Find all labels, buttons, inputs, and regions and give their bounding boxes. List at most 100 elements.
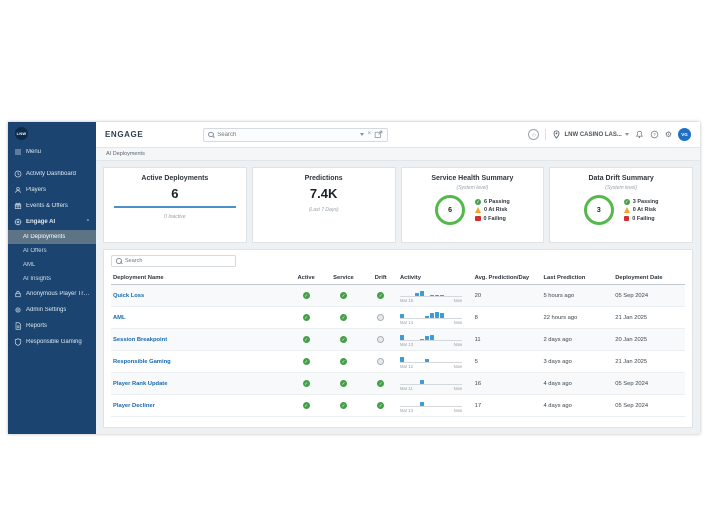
sidebar-item-label: Responsible Gaming	[26, 339, 82, 345]
column-header-activity[interactable]: Activity	[397, 272, 473, 285]
sidebar-item-label: Admin Settings	[26, 307, 67, 313]
sidebar-item-ai-offers[interactable]: AI Offers	[8, 244, 96, 258]
deployment-link[interactable]: Session Breakpoint	[113, 336, 168, 343]
passing-check-icon: ✓	[475, 198, 482, 205]
column-header-drift[interactable]: Drift	[363, 272, 398, 285]
activity-cell: Mar 12 Now	[397, 350, 473, 373]
sidebar-item-label: Events & Offers	[26, 203, 68, 209]
sidebar-item-anonymous-player-tracki[interactable]: Anonymous Player Tracki...	[8, 286, 96, 302]
sparkline-labels: Mar 14 Now	[400, 320, 462, 325]
status-pass-icon: ✓	[302, 292, 310, 299]
sidebar-item-ai-insights[interactable]: AI Insights	[8, 272, 96, 286]
avg-prediction-cell: 5	[472, 350, 542, 373]
column-header-deployment-date[interactable]: Deployment Date	[613, 272, 685, 285]
column-header-avg-prediction-day[interactable]: Avg. Prediction/Day	[472, 272, 542, 285]
players-icon	[14, 186, 22, 194]
table-row: Responsible Gaming ✓ ✓ Mar 12 Now 5 3 days ago…	[111, 350, 685, 373]
breadcrumb-bar: AI Deployments	[96, 148, 700, 161]
column-header-active[interactable]: Active	[288, 272, 324, 285]
deployment-link[interactable]: Quick Loss	[113, 292, 145, 299]
card-divider	[113, 206, 236, 208]
table-search-input[interactable]	[125, 258, 231, 264]
sparkline-bar	[419, 380, 424, 384]
sparkline-bars	[399, 288, 462, 297]
activity-sparkline: Mar 14 Now	[399, 310, 462, 325]
advanced-search-icon[interactable]	[374, 130, 383, 139]
search-scope-chevron-down-icon[interactable]	[360, 133, 365, 136]
service-health-donut: 6	[435, 195, 466, 225]
sidebar-item-label: Players	[26, 187, 47, 193]
last-prediction-cell: 3 days ago	[541, 350, 614, 373]
at-risk-triangle-icon	[623, 207, 630, 213]
deployment-link[interactable]: Player Rank Update	[113, 380, 168, 387]
reports-icon	[14, 322, 22, 330]
sidebar-item-responsible-gaming[interactable]: Responsible Gaming	[8, 334, 96, 350]
service-health-legend: ✓ 6 Passing 0 At Risk 0 Failing	[475, 198, 510, 222]
sidebar-item-label: Reports	[26, 323, 48, 329]
last-prediction-cell: 5 hours ago	[541, 284, 614, 307]
sparkline-bar	[424, 359, 429, 362]
notifications-bell-icon[interactable]	[635, 130, 644, 139]
active-status-cell: ✓	[288, 328, 324, 351]
topbar-divider	[545, 129, 547, 140]
status-pass-icon: ✓	[302, 402, 310, 409]
sparkline-bars	[399, 354, 462, 363]
sidebar-item-aml[interactable]: AML	[8, 258, 96, 272]
sparkline-start-label: Mar 12	[399, 364, 414, 369]
sidebar-item-events-offers[interactable]: Events & Offers	[8, 198, 96, 214]
location-selector[interactable]: LNW CASINO LAS...	[552, 130, 629, 139]
deployment-link[interactable]: AML	[113, 314, 126, 321]
sparkline-labels: Mar 13 Now	[400, 342, 462, 347]
help-icon[interactable]: ?	[650, 130, 659, 139]
sparkline-bar	[434, 312, 439, 318]
menu-icon	[14, 148, 22, 156]
deployment-name-cell: AML	[111, 306, 289, 329]
activity-sparkline: Mar 12 Now	[399, 354, 462, 369]
avg-prediction-cell: 8	[472, 306, 542, 329]
search-clear-icon[interactable]: ×	[367, 130, 372, 138]
sparkline-bar	[419, 339, 424, 340]
service-status-cell: ✓	[323, 328, 364, 351]
deployment-name-cell: Responsible Gaming	[111, 350, 289, 373]
settings-gear-icon[interactable]: ⚙	[664, 129, 672, 139]
column-header-service[interactable]: Service	[323, 272, 364, 285]
column-header-deployment-name[interactable]: Deployment Name	[111, 272, 289, 285]
activity-sparkline: Mar 15 Now	[399, 288, 462, 303]
sidebar-item-ai-deployments[interactable]: AI Deployments	[8, 230, 96, 244]
global-search[interactable]: ×	[203, 127, 389, 142]
table-search[interactable]	[111, 255, 236, 267]
status-pass-icon: ✓	[302, 380, 310, 387]
sidebar-item-menu[interactable]: Menu	[8, 144, 96, 160]
status-pass-icon: ✓	[377, 380, 385, 387]
sidebar-item-reports[interactable]: Reports	[8, 318, 96, 334]
deployment-name-cell: Quick Loss	[111, 284, 289, 307]
sparkline-bar	[399, 357, 404, 362]
deployment-link[interactable]: Player Decliner	[113, 402, 155, 409]
circular-badge-icon[interactable]: ◴	[528, 129, 540, 140]
sidebar-item-admin-settings[interactable]: Admin Settings	[8, 302, 96, 318]
table-row: Session Breakpoint ✓ ✓ Mar 13 Now 11 2 days ag…	[111, 328, 685, 351]
failing-square-icon	[475, 215, 481, 222]
sidebar-item-activity-dashboard[interactable]: Activity Dashboard	[8, 166, 96, 182]
sparkline-end-label: Now	[453, 408, 462, 413]
status-pass-icon: ✓	[377, 402, 385, 409]
drift-status-cell	[363, 350, 398, 373]
deployment-link[interactable]: Responsible Gaming	[113, 358, 171, 365]
deployments-table-card: Deployment NameActiveServiceDriftActivit…	[103, 249, 693, 428]
sidebar-item-players[interactable]: Players	[8, 182, 96, 198]
page-title: ENGAGE	[105, 130, 144, 139]
service-status-cell: ✓	[323, 394, 364, 417]
sparkline-bars	[399, 310, 462, 319]
drift-status-cell: ✓	[363, 284, 398, 307]
location-chevron-down-icon	[624, 133, 629, 136]
lnw-logo[interactable]: LNW	[15, 127, 28, 140]
sparkline-bars	[399, 398, 462, 407]
predictions-card: Predictions 7.4K (Last 7 Days)	[251, 167, 396, 243]
breadcrumb[interactable]: AI Deployments	[106, 151, 145, 157]
avg-prediction-cell: 11	[472, 328, 542, 351]
sidebar-item-engage-ai[interactable]: Engage AI ⌃	[8, 214, 96, 230]
global-search-input[interactable]	[217, 131, 358, 138]
column-header-last-prediction[interactable]: Last Prediction	[541, 272, 614, 285]
user-avatar[interactable]: VG	[678, 128, 691, 141]
